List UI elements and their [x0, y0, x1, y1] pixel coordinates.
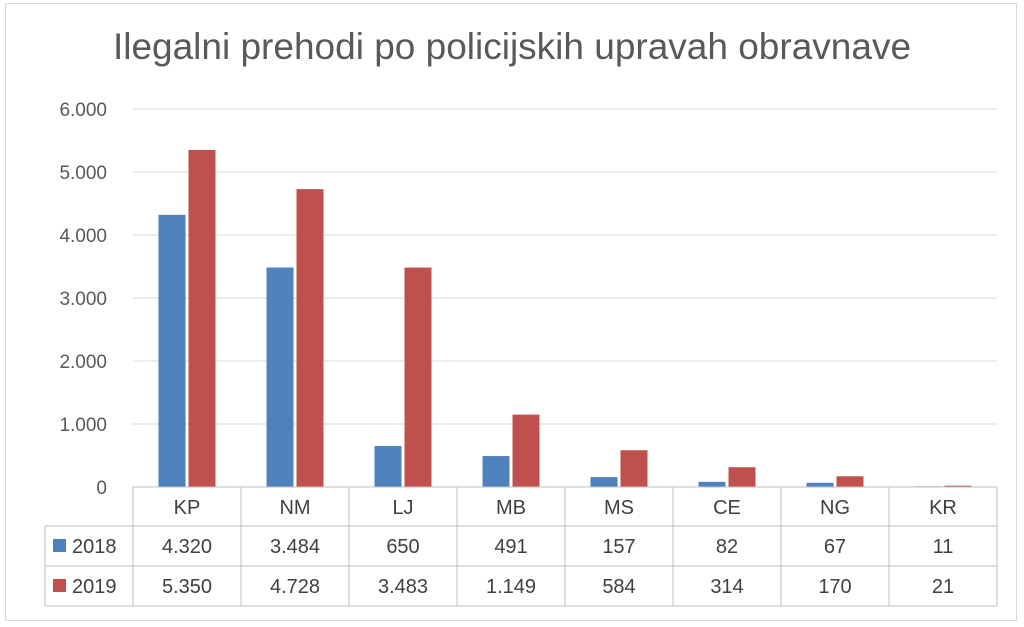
- legend-key-2018: [53, 539, 66, 552]
- y-tick-label: 1.000: [59, 415, 107, 436]
- y-tick-label: 5.000: [59, 163, 107, 184]
- data-table-value: 4.728: [270, 576, 320, 598]
- data-table-value: 5.350: [162, 576, 212, 598]
- bar-2019-KR: [944, 485, 972, 487]
- data-table-value: 584: [602, 576, 635, 598]
- category-label: NM: [279, 497, 310, 519]
- legend-label: 2018: [72, 536, 117, 558]
- data-table-value: 67: [824, 536, 846, 558]
- bar-2019-CE: [728, 467, 756, 487]
- bar-2019-MB: [512, 414, 540, 487]
- bar-2019-MS: [620, 450, 648, 487]
- category-label: LJ: [392, 497, 413, 519]
- legend-key-2019: [53, 579, 66, 592]
- category-label: KP: [174, 497, 201, 519]
- data-table-value: 170: [818, 576, 851, 598]
- y-tick-label: 2.000: [59, 352, 107, 373]
- category-label: KR: [929, 497, 957, 519]
- chart-title: Ilegalni prehodi po policijskih upravah …: [112, 26, 912, 67]
- chart-frame: [5, 3, 1017, 621]
- data-table-value: 21: [932, 576, 954, 598]
- bar-2018-CE: [698, 481, 726, 487]
- data-table-value: 3.484: [270, 536, 320, 558]
- bar-2018-NG: [806, 482, 834, 487]
- bar-2018-MB: [482, 456, 510, 487]
- data-table-value: 4.320: [162, 536, 212, 558]
- y-tick-label: 0: [96, 478, 107, 499]
- category-label: NG: [820, 497, 850, 519]
- bar-2019-NG: [836, 476, 864, 487]
- category-label: MS: [604, 497, 634, 519]
- data-table-value: 314: [710, 576, 743, 598]
- bar-2019-NM: [296, 189, 324, 488]
- bar-2018-MS: [590, 477, 618, 487]
- data-table-value: 491: [494, 536, 527, 558]
- bar-2019-LJ: [404, 267, 432, 487]
- y-tick-label: 3.000: [59, 289, 107, 310]
- y-tick-label: 4.000: [59, 226, 107, 247]
- category-label: MB: [496, 497, 526, 519]
- data-table-value: 82: [716, 536, 738, 558]
- bar-2018-LJ: [374, 446, 402, 487]
- legend-label: 2019: [72, 576, 117, 598]
- data-table-value: 11: [933, 536, 954, 558]
- data-table-value: 157: [602, 536, 635, 558]
- data-table-value: 650: [386, 536, 419, 558]
- y-tick-label: 6.000: [59, 100, 107, 121]
- bar-2018-NM: [266, 267, 294, 487]
- data-table-value: 3.483: [378, 576, 428, 598]
- category-label: CE: [713, 497, 741, 519]
- bar-2019-KP: [188, 149, 216, 487]
- data-table-value: 1.149: [486, 576, 536, 598]
- bar-2018-KP: [158, 214, 186, 487]
